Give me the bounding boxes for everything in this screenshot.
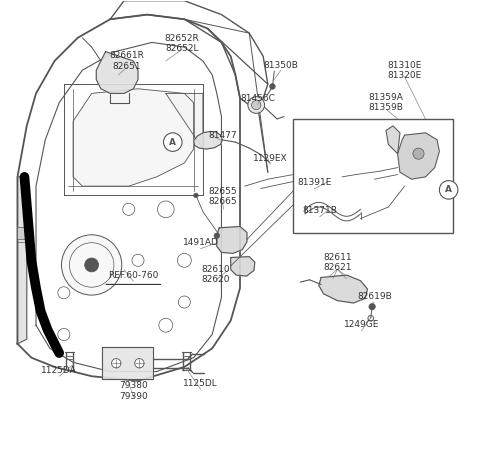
Text: 82611
82621: 82611 82621	[323, 253, 352, 272]
Circle shape	[369, 304, 375, 310]
Text: 81477: 81477	[208, 131, 237, 140]
Polygon shape	[231, 257, 255, 276]
Text: 82619B: 82619B	[357, 292, 392, 301]
Circle shape	[270, 84, 275, 89]
Circle shape	[164, 133, 182, 152]
Polygon shape	[217, 226, 247, 253]
Text: 82610
82620: 82610 82620	[202, 265, 230, 284]
Polygon shape	[319, 275, 368, 303]
Text: 1129EX: 1129EX	[253, 154, 288, 163]
Circle shape	[193, 193, 198, 198]
Text: 81456C: 81456C	[240, 93, 275, 103]
Text: 81310E
81320E: 81310E 81320E	[387, 60, 422, 80]
Text: 1125DA: 1125DA	[41, 366, 77, 375]
Polygon shape	[96, 52, 138, 93]
Bar	[17, 227, 27, 239]
Text: 82652R
82652L: 82652R 82652L	[165, 33, 199, 53]
Polygon shape	[193, 132, 222, 149]
Text: A: A	[445, 186, 452, 194]
Text: 81350B: 81350B	[264, 61, 298, 70]
Text: 82661R
82651: 82661R 82651	[109, 51, 144, 71]
Text: 1491AD: 1491AD	[183, 238, 218, 247]
Text: 81359A
81359B: 81359A 81359B	[369, 93, 404, 113]
Text: 81371B: 81371B	[302, 206, 337, 215]
Text: REF.60-760: REF.60-760	[108, 271, 158, 279]
Circle shape	[413, 148, 424, 159]
Text: 1125DL: 1125DL	[183, 379, 218, 388]
Text: 81391E: 81391E	[297, 179, 331, 187]
Circle shape	[214, 233, 220, 239]
Circle shape	[252, 100, 261, 110]
Polygon shape	[73, 89, 193, 186]
Polygon shape	[386, 126, 400, 154]
Polygon shape	[397, 133, 439, 179]
Text: 82655
82665: 82655 82665	[208, 186, 237, 206]
Text: 79380
79390: 79380 79390	[119, 381, 148, 401]
Text: A: A	[169, 138, 176, 146]
Circle shape	[84, 258, 98, 272]
Circle shape	[111, 359, 121, 368]
Circle shape	[439, 180, 458, 199]
Polygon shape	[17, 14, 240, 381]
Circle shape	[248, 97, 264, 113]
Circle shape	[61, 235, 122, 295]
Polygon shape	[17, 177, 27, 344]
Circle shape	[135, 359, 144, 368]
Bar	[293, 119, 453, 233]
Polygon shape	[166, 93, 203, 149]
Polygon shape	[102, 347, 153, 379]
Text: 1249GE: 1249GE	[344, 320, 379, 329]
